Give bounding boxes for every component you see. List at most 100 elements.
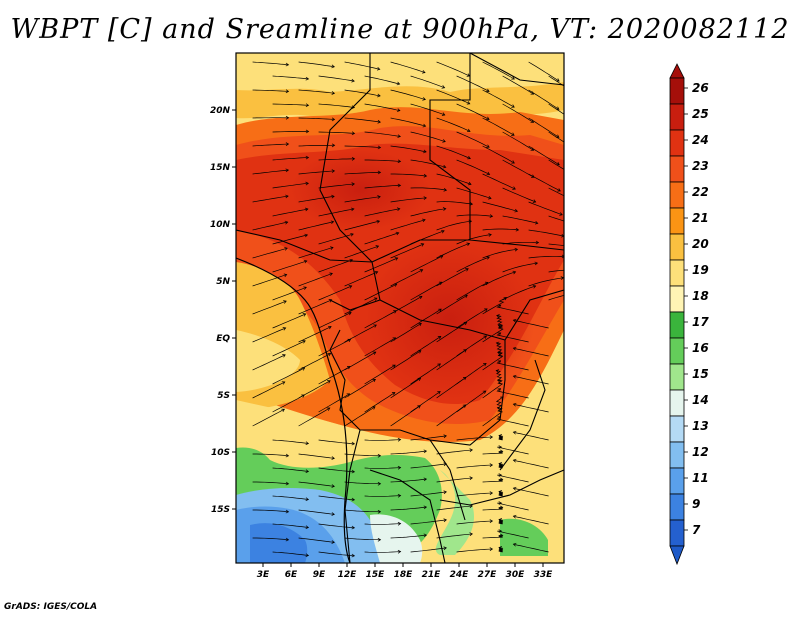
lon-label: 3E (257, 570, 270, 580)
streamline-arrow (503, 296, 508, 301)
streamline-arrow (330, 220, 335, 225)
streamline-arrow (285, 89, 290, 94)
streamline-arrow (512, 374, 517, 379)
streamline (482, 451, 503, 455)
streamline (456, 234, 492, 245)
streamline-arrow (441, 229, 445, 234)
streamline-arrow (462, 404, 467, 408)
streamline (298, 326, 332, 343)
streamline-arrow (497, 304, 502, 308)
streamline (390, 323, 422, 343)
streamline-arrow (532, 199, 537, 203)
streamline-arrow (561, 233, 564, 238)
streamline-arrow (301, 394, 305, 398)
streamline (344, 117, 381, 123)
colorbar-top-arrow (669, 63, 685, 79)
streamline-arrow (514, 208, 519, 213)
streamline-arrow (331, 91, 336, 95)
streamline-arrow (328, 299, 333, 303)
streamline-arrow (511, 160, 515, 164)
streamline (364, 495, 401, 497)
streamline-arrow (515, 227, 520, 232)
streamline (390, 350, 422, 371)
streamline-arrow (377, 93, 381, 98)
streamline (344, 196, 381, 203)
streamline (344, 61, 380, 70)
streamline (272, 286, 307, 301)
streamline-arrow (465, 268, 469, 272)
colorbar-swatch (669, 467, 685, 495)
streamline-arrow (396, 108, 401, 112)
streamline-arrow (418, 322, 422, 327)
wbpt-shaded-field (236, 53, 564, 563)
streamline-arrow (443, 434, 447, 439)
streamline-arrow (512, 458, 517, 463)
streamline (456, 308, 488, 329)
streamline-arrow (301, 367, 306, 371)
streamline-arrow (489, 547, 494, 551)
streamline-arrow (500, 533, 504, 538)
streamline-arrow (500, 477, 504, 482)
streamline-arrow (556, 78, 560, 82)
lon-label: 33E (534, 570, 554, 580)
streamline-arrow (512, 186, 516, 190)
streamline-arrow (498, 546, 503, 550)
colorbar-swatch (669, 415, 685, 443)
streamline (410, 103, 445, 116)
streamline-arrow (439, 255, 444, 259)
streamline-arrow (331, 64, 335, 69)
lon-label: 27E (478, 570, 498, 580)
streamline-arrow (532, 284, 537, 289)
streamline (364, 439, 401, 441)
streamline-arrow (484, 281, 489, 286)
streamline (344, 145, 381, 148)
streamline-arrow (417, 405, 421, 409)
streamline (436, 220, 472, 231)
streamline (364, 551, 401, 553)
streamline (272, 75, 309, 80)
streamline (364, 310, 397, 329)
streamline (298, 481, 335, 487)
streamline-arrow (512, 514, 517, 519)
streamline (456, 282, 489, 301)
streamline-arrow (329, 272, 333, 277)
streamline-arrow (511, 76, 515, 80)
streamline (252, 300, 287, 315)
streamline (410, 463, 447, 469)
streamline (298, 273, 333, 287)
streamline-arrow (580, 225, 583, 228)
streamline-arrow (489, 463, 494, 467)
streamline-arrow (303, 286, 307, 290)
streamline (298, 247, 334, 259)
streamline-arrow (498, 473, 502, 477)
streamline (272, 157, 309, 161)
streamline (272, 523, 309, 528)
streamline (272, 394, 305, 413)
streamline (252, 354, 286, 371)
streamline-arrow (462, 376, 467, 381)
streamline (513, 403, 549, 413)
axis-ticks (232, 109, 544, 567)
lat-label: 15S (211, 505, 230, 515)
lon-label: 21E (422, 570, 442, 580)
streamline (502, 187, 536, 203)
streamline-arrow (351, 182, 355, 186)
streamline (318, 523, 355, 529)
streamline (528, 201, 563, 216)
streamline (390, 117, 426, 127)
colorbar-swatch (669, 181, 685, 209)
streamline (364, 283, 397, 301)
streamline (252, 221, 288, 231)
streamline-arrow (561, 254, 564, 259)
streamline-arrow (489, 435, 494, 439)
lat-label: 5S (217, 391, 230, 401)
streamline (410, 281, 443, 301)
streamline-arrow (351, 441, 356, 446)
streamline-arrow (285, 62, 290, 67)
streamline-arrow (351, 105, 356, 110)
colorbar-swatch (669, 337, 685, 365)
colorbar: 26 25 24 23 22 21 20 19 18 17 16 15 14 13 12 11 9 7 (669, 63, 709, 566)
streamline-arrow (331, 143, 336, 148)
streamline (272, 234, 308, 245)
streamline-arrow (422, 218, 426, 223)
